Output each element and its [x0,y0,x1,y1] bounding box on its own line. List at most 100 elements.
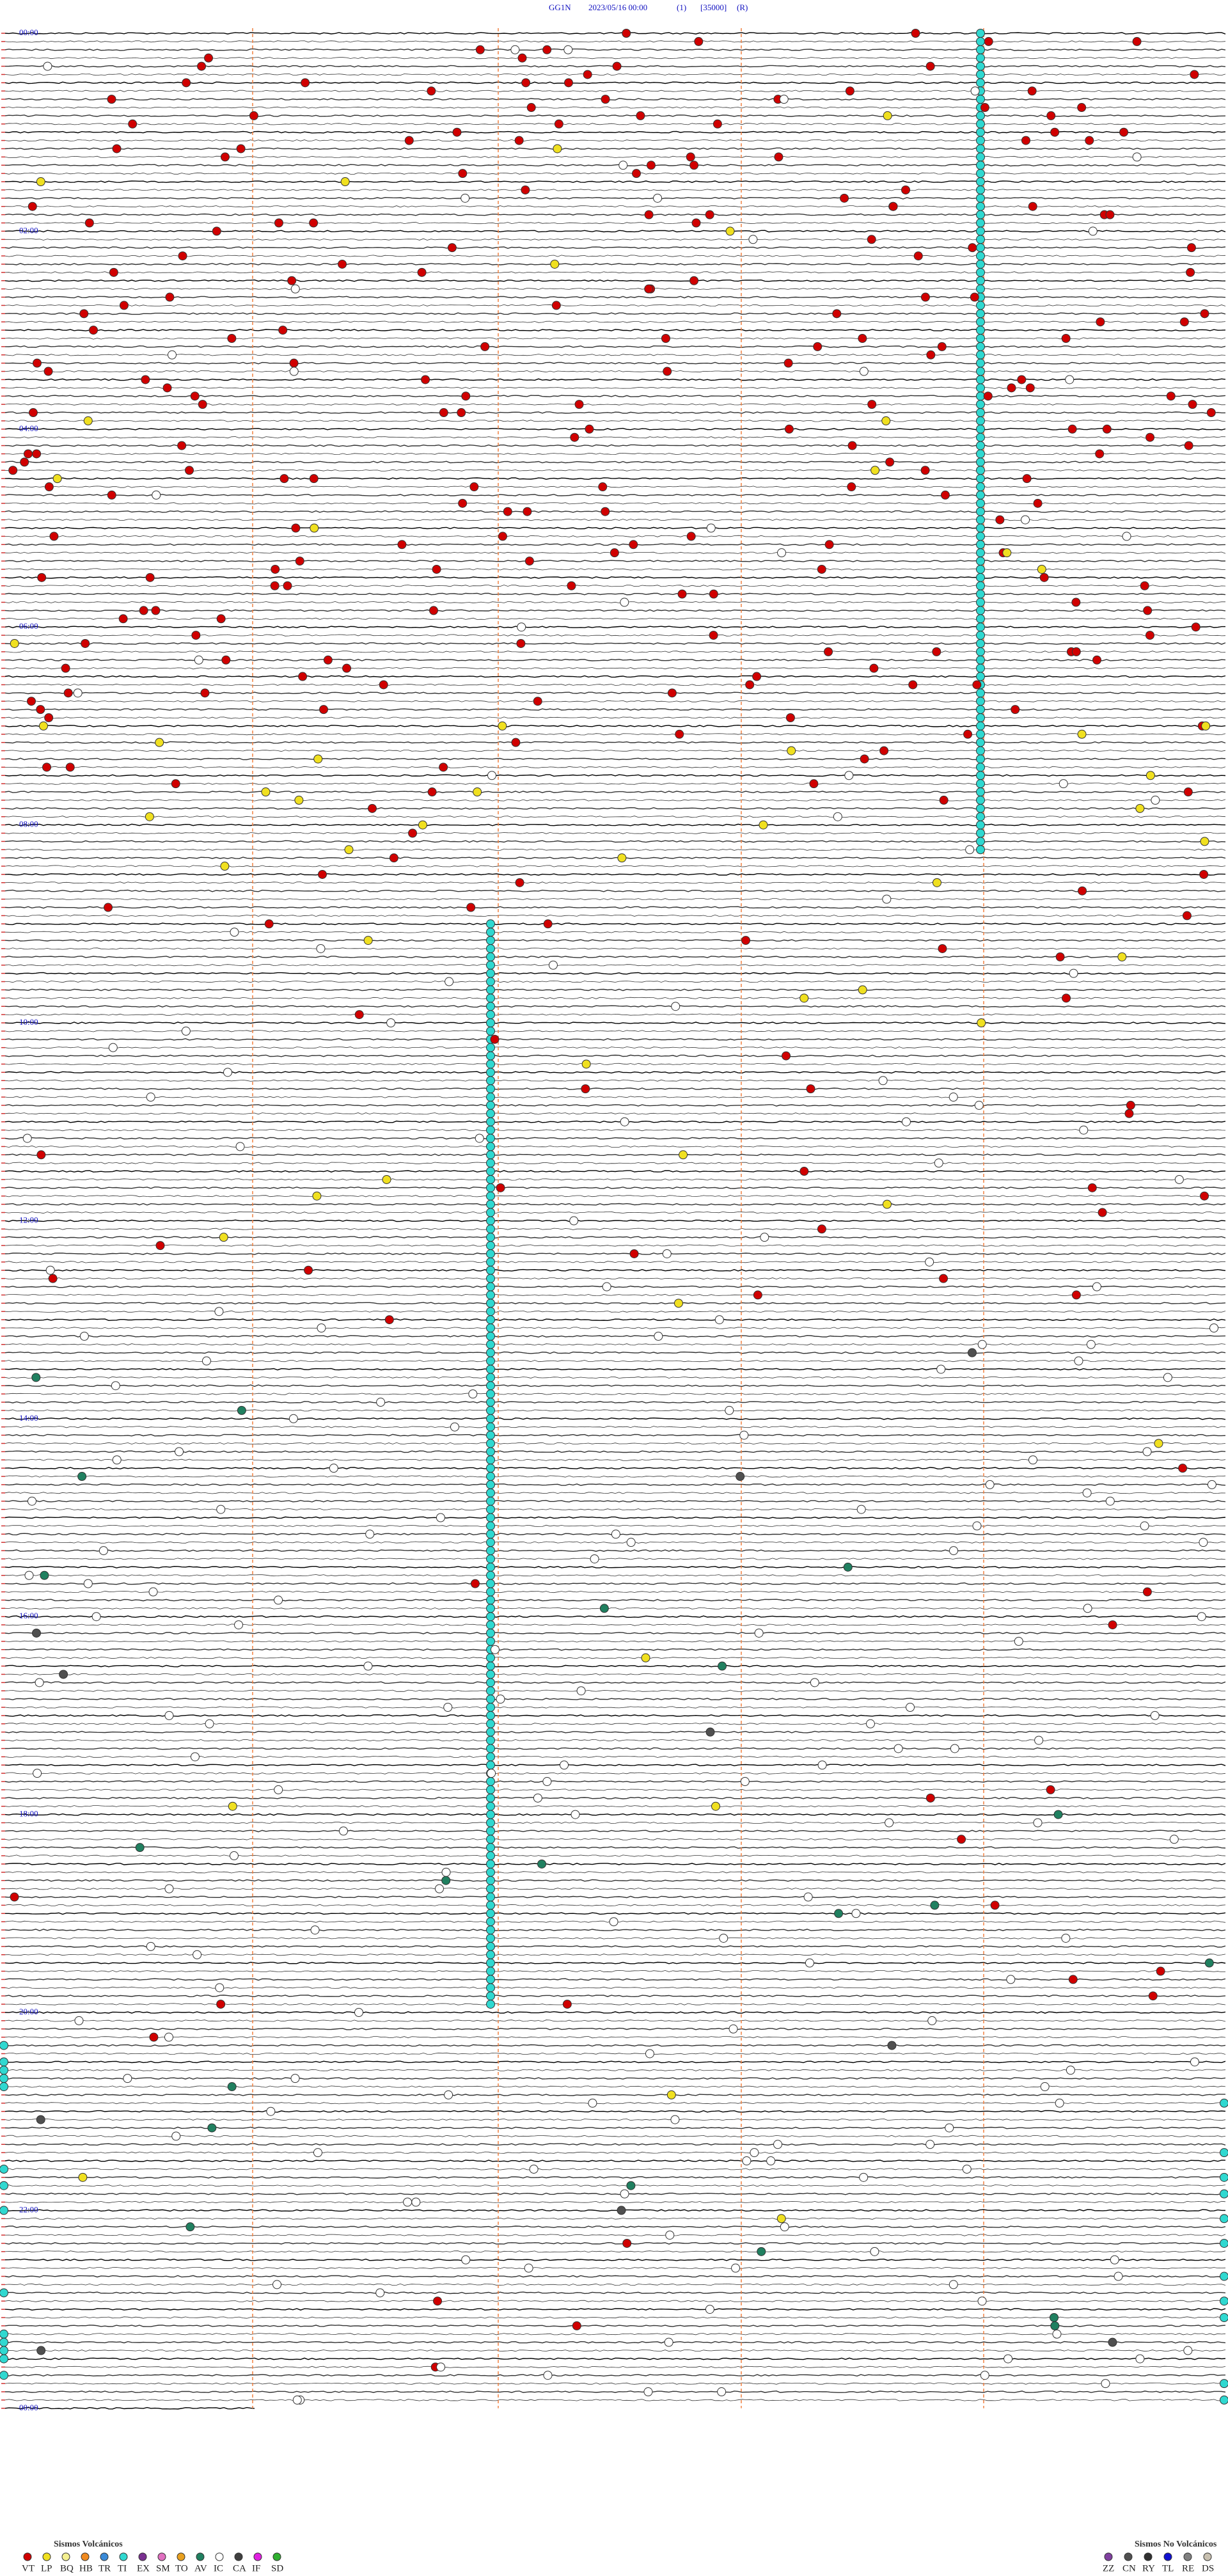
event-marker [181,1026,191,1036]
event-marker [486,1150,495,1160]
event-marker [901,185,911,194]
event-marker [291,523,301,533]
trace [4,543,1226,546]
event-marker [976,837,985,846]
trace [4,354,1226,356]
channel: (1) [677,3,686,12]
event-marker [976,532,985,541]
event-marker [1101,2379,1110,2389]
event-marker [878,1076,888,1086]
event-marker [1178,1464,1188,1473]
trace [4,1252,1226,1255]
event-marker [1105,210,1115,219]
trace [4,1013,1226,1016]
event-marker [486,1299,495,1308]
event-marker [0,2346,8,2355]
event-marker [486,1455,495,1465]
trace [4,1492,1226,1494]
event-marker [190,1752,200,1762]
event-marker [486,1505,495,1514]
event-marker [379,680,388,690]
event-marker [486,1472,495,1482]
legend-swatch [61,2552,70,2561]
event-marker [486,1579,495,1588]
event-marker [843,1562,853,1572]
event-marker [458,498,468,508]
event-marker [620,2189,629,2199]
mode: (R) [737,3,748,12]
event-marker [197,61,207,71]
trace [4,205,1226,208]
event-marker [1148,1991,1158,2001]
event-marker [1083,1604,1092,1613]
trace [4,1624,1226,1626]
legend-swatch [119,2552,128,2561]
trace [4,1071,1226,1074]
event-marker [1119,127,1129,137]
event-marker [486,1315,495,1325]
event-marker [1033,498,1043,508]
event-marker [939,795,949,805]
event-marker [803,1892,813,1902]
event-marker [184,466,194,475]
event-marker [976,284,985,294]
event-marker [290,284,300,294]
legend-swatch [157,2552,166,2561]
event-marker [207,2123,217,2133]
event-marker [486,1183,495,1192]
event-marker [976,738,985,747]
event-marker [486,1562,495,1572]
event-marker [860,754,869,764]
event-marker [976,705,985,715]
event-marker [486,1117,495,1126]
trace [5,502,1226,505]
event-marker [118,614,128,624]
event-marker [36,2115,45,2124]
trace [4,2258,1226,2261]
event-marker [1050,2312,1059,2322]
trace [4,2291,1226,2295]
event-marker [1186,267,1195,277]
event-marker [870,466,880,475]
event-marker [1154,1439,1163,1448]
event-marker [149,2032,159,2042]
trace [4,172,1226,175]
trace [4,840,1226,843]
event-marker [983,391,993,401]
legend-code: CA [233,2563,246,2573]
trace [4,1499,1226,1503]
trace [4,848,1226,851]
event-marker [475,1134,484,1143]
legend-swatch [23,2552,32,2561]
event-marker [1190,2057,1199,2067]
event-marker [810,1678,819,1687]
event-marker [107,95,116,104]
event-marker [486,968,495,978]
event-marker [61,663,70,673]
trace [4,1384,1226,1387]
event-marker [774,152,783,162]
event-marker [1052,2329,1062,2339]
trace [4,922,1226,926]
event-marker [867,235,876,244]
event-marker [486,1867,495,1877]
trace [4,526,1226,530]
trace [5,1268,1226,1272]
event-marker [312,1191,322,1201]
event-marker [45,1265,55,1275]
event-marker [486,1290,495,1300]
trace [4,2209,1226,2212]
trace [4,1730,1226,1734]
event-marker [757,2247,766,2256]
trace [4,1393,1226,1395]
event-marker [728,2024,738,2034]
event-marker [496,1183,505,1192]
event-marker [936,1364,946,1374]
event-marker [1065,375,1074,384]
event-marker [601,507,610,516]
event-marker [976,498,985,508]
trace [4,1813,1226,1816]
event-marker [773,2140,783,2149]
event-marker [486,1719,495,1728]
event-marker [1071,1290,1081,1300]
